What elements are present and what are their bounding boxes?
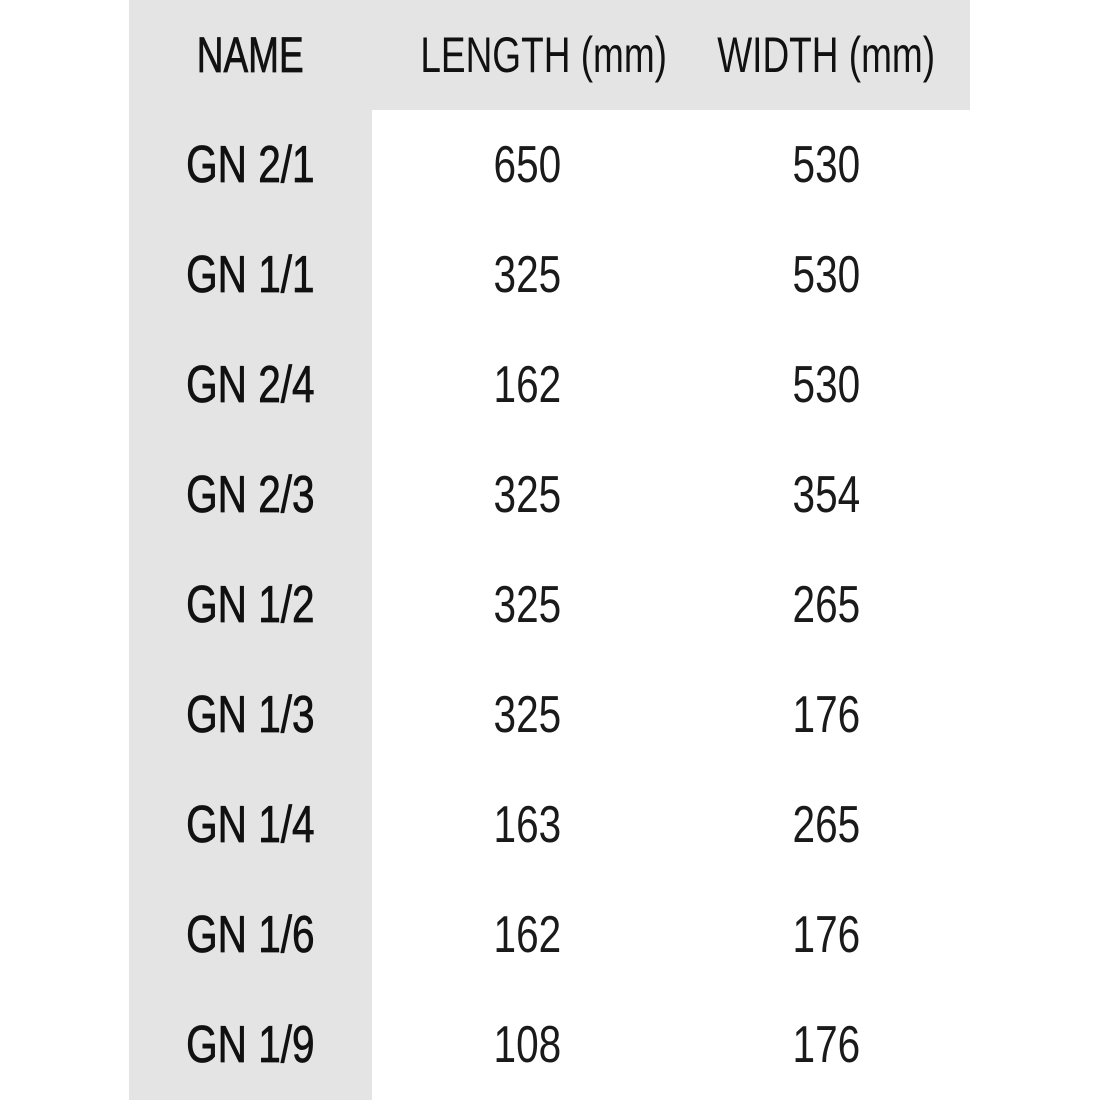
cell-width: 176 [792, 686, 860, 744]
table-row: GN 1/6 162 176 [129, 880, 970, 990]
cell-width: 176 [792, 1016, 860, 1074]
cell-name: GN 1/9 [186, 1016, 315, 1075]
cell-width: 265 [792, 576, 860, 634]
cell-width: 530 [792, 246, 860, 304]
table-row: GN 2/3 325 354 [129, 440, 970, 550]
header-length: LENGTH (mm) [420, 27, 667, 83]
header-row-background [129, 0, 970, 110]
cell-length: 325 [493, 466, 561, 524]
cell-name: GN 1/4 [186, 796, 315, 855]
cell-name: GN 1/6 [186, 906, 315, 965]
name-column-background [129, 0, 372, 1100]
cell-length: 108 [493, 1016, 561, 1074]
table-row: GN 2/1 650 530 [129, 110, 970, 220]
table-row: GN 1/9 108 176 [129, 990, 970, 1100]
cell-length: 163 [493, 796, 561, 854]
cell-width: 265 [792, 796, 860, 854]
cell-name: GN 1/1 [186, 246, 315, 305]
table-row: GN 1/3 325 176 [129, 660, 970, 770]
table-row: GN 2/4 162 530 [129, 330, 970, 440]
cell-width: 530 [792, 136, 860, 194]
table-row: GN 1/4 163 265 [129, 770, 970, 880]
cell-length: 162 [493, 356, 561, 414]
table-header: NAME LENGTH (mm) WIDTH (mm) [129, 0, 970, 110]
cell-length: 325 [493, 686, 561, 744]
cell-name: GN 2/1 [186, 136, 315, 195]
cell-name: GN 2/3 [186, 466, 315, 525]
cell-name: GN 1/3 [186, 686, 315, 745]
cell-name: GN 2/4 [186, 356, 315, 415]
cell-length: 325 [493, 576, 561, 634]
header-width: WIDTH (mm) [717, 27, 935, 83]
table-row: GN 1/1 325 530 [129, 220, 970, 330]
cell-length: 650 [493, 136, 561, 194]
cell-name: GN 1/2 [186, 576, 315, 635]
cell-width: 354 [792, 466, 860, 524]
cell-length: 162 [493, 906, 561, 964]
table-row: GN 1/2 325 265 [129, 550, 970, 660]
cell-width: 176 [792, 906, 860, 964]
cell-length: 325 [493, 246, 561, 304]
cell-width: 530 [792, 356, 860, 414]
header-name: NAME [197, 27, 305, 84]
